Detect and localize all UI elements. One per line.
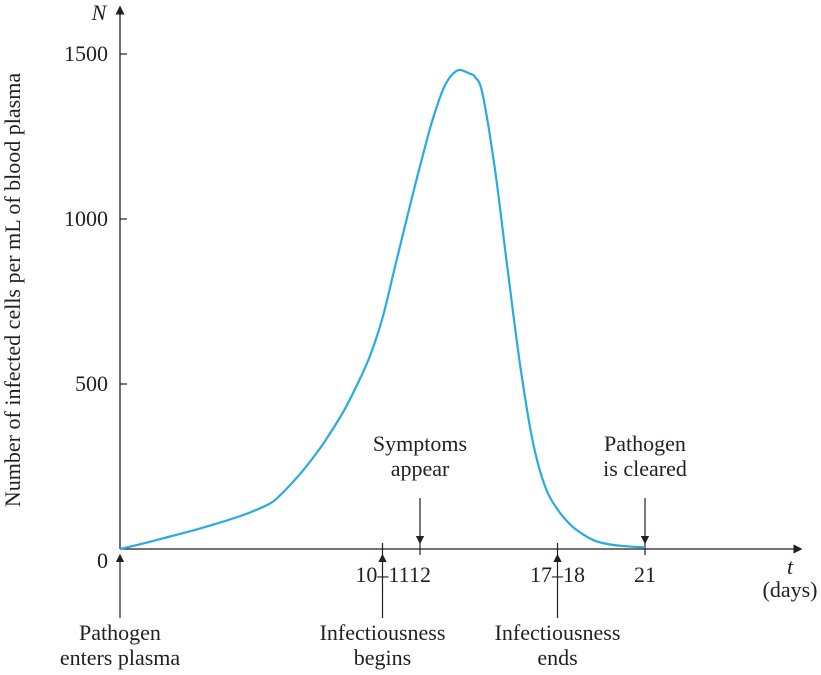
annotation-text: Pathogen <box>604 431 686 456</box>
y-axis-variable: N <box>91 0 108 25</box>
annotation-text: is cleared <box>603 456 687 481</box>
infected-cells-curve <box>119 68 646 551</box>
x-axis-unit: (days) <box>763 577 818 602</box>
y-tick-label: 500 <box>75 371 108 396</box>
annotation-text: Infectiousness <box>320 620 446 645</box>
annotation-text: Infectiousness <box>495 620 621 645</box>
annotation-text: appear <box>391 456 450 481</box>
y-axis-label: Number of infected cells per mL of blood… <box>0 73 25 507</box>
annotation-text: Pathogen <box>79 620 161 645</box>
y-tick-label: 1500 <box>64 41 108 66</box>
x-axis-variable: t <box>787 554 794 579</box>
y-tick-label: 1000 <box>64 206 108 231</box>
annotation-text: begins <box>354 645 411 670</box>
x-tick-label: 21 <box>634 562 656 587</box>
y-ticks: 0 500 1000 1500 <box>64 41 127 573</box>
series-layer <box>119 68 646 551</box>
y-tick-label: 0 <box>97 548 108 573</box>
x-tick-label: 12 <box>409 562 431 587</box>
annotation-text: ends <box>537 645 577 670</box>
annotation-text: Symptoms <box>373 431 467 456</box>
annotation-text: enters plasma <box>60 645 181 670</box>
axes <box>115 5 803 554</box>
